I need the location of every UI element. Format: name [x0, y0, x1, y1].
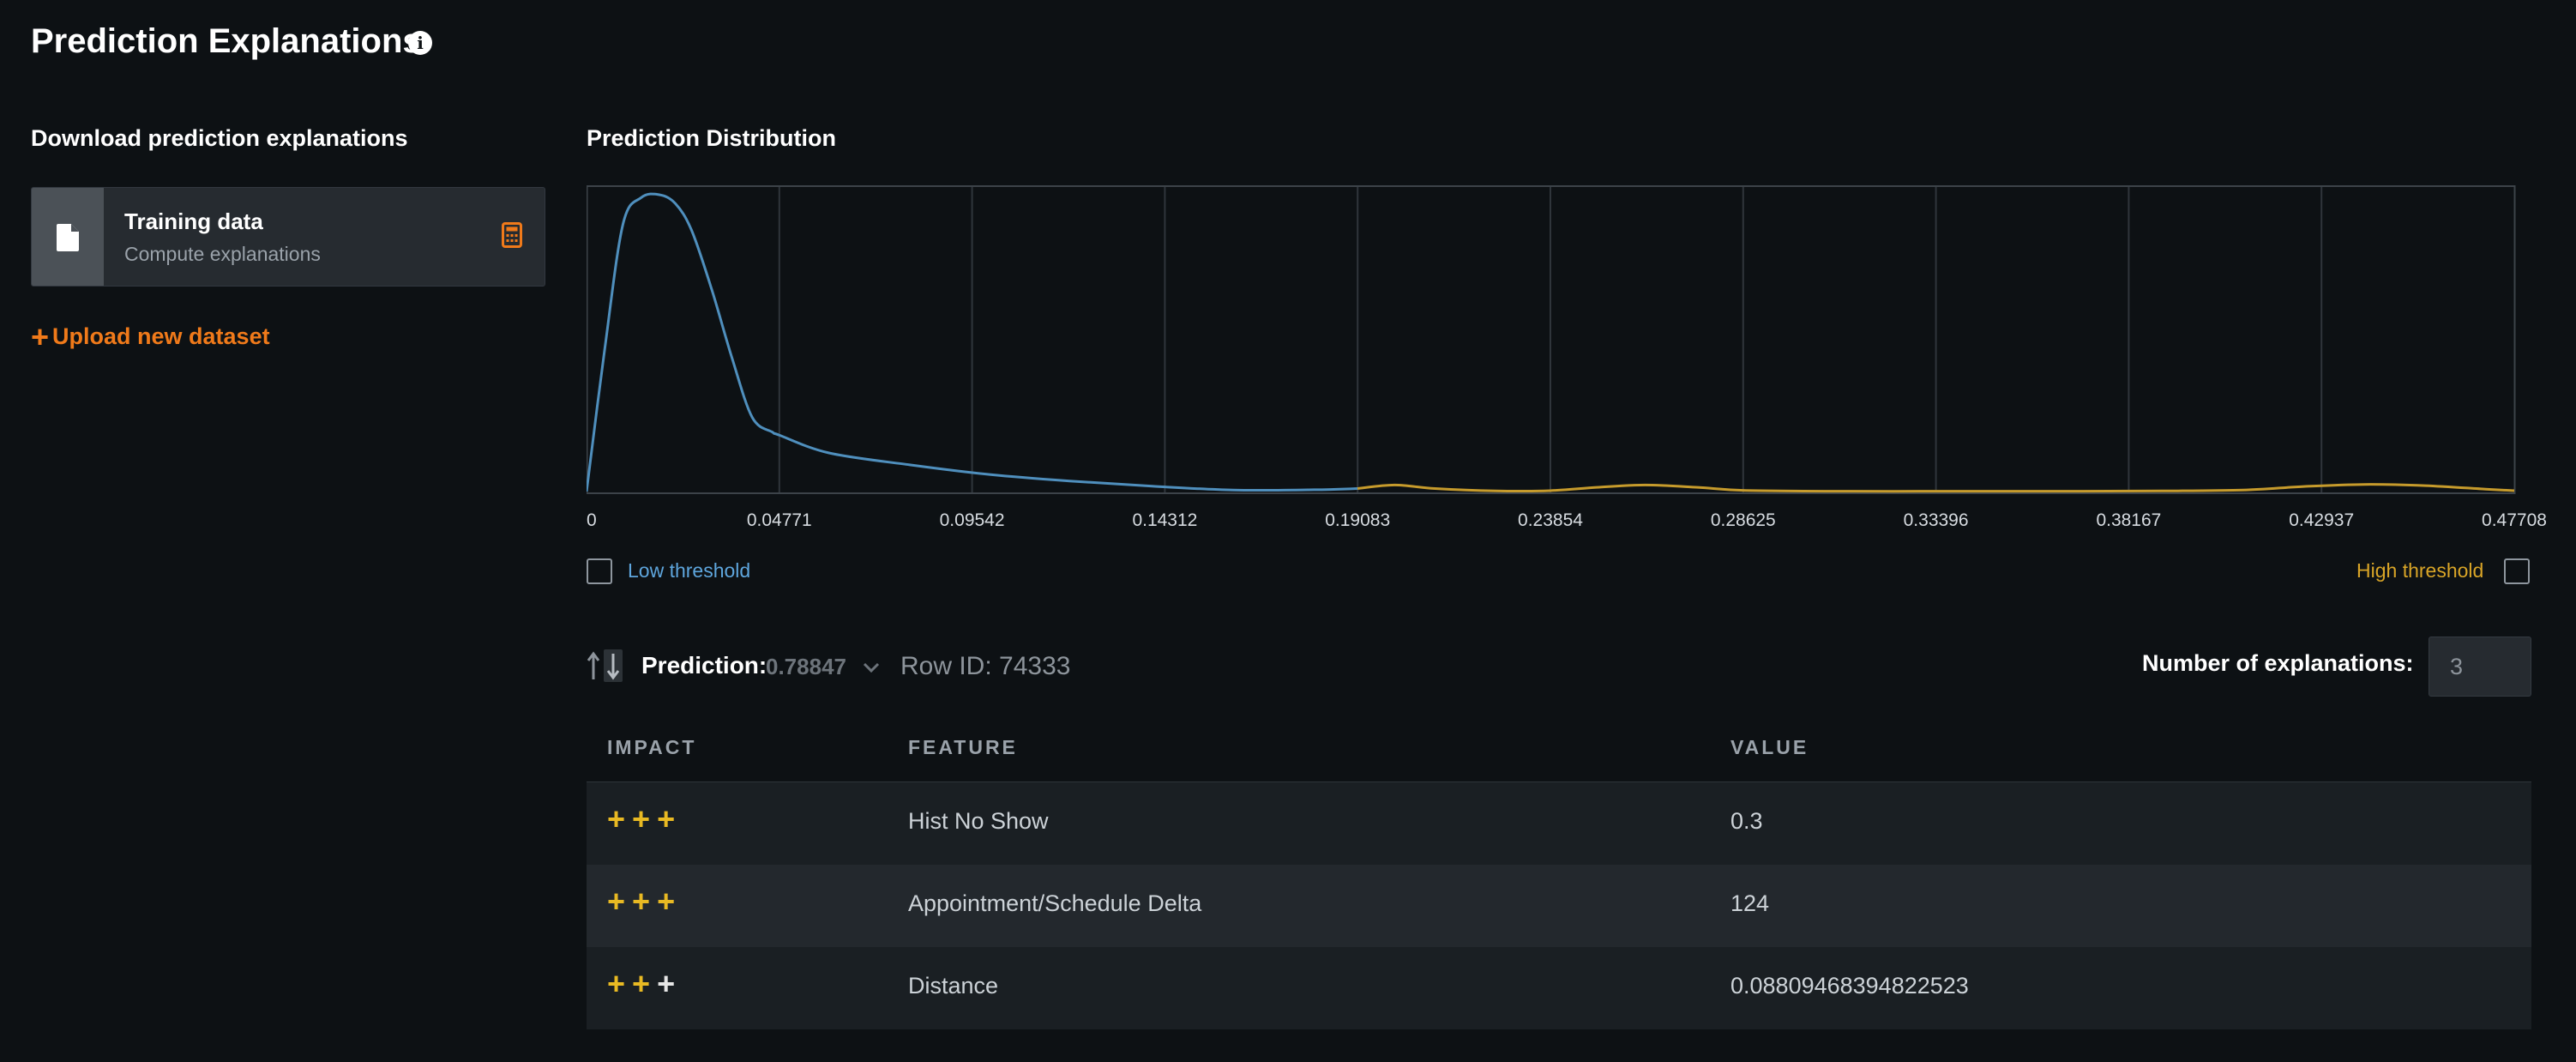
- row-id: Row ID: 74333: [900, 652, 1071, 680]
- impact-indicator: +++: [607, 884, 682, 920]
- high-threshold-checkbox[interactable]: [2504, 558, 2530, 584]
- impact-plus: +: [632, 801, 658, 836]
- x-tick-label: 0.19083: [1325, 510, 1390, 530]
- x-tick-label: 0.04771: [747, 510, 812, 530]
- x-tick-label: 0.09542: [940, 510, 1005, 530]
- plus-icon: +: [31, 319, 50, 354]
- dataset-card-training-data[interactable]: Training data Compute explanations: [31, 187, 545, 287]
- low-threshold-checkbox[interactable]: [587, 558, 612, 584]
- x-tick-label: 0: [587, 510, 597, 530]
- x-tick-label: 0.38167: [2096, 510, 2161, 530]
- explanations-table: IMPACT FEATURE VALUE +++ Hist No Show 0.…: [587, 719, 2531, 1029]
- feature-value: 0.3: [1730, 808, 1763, 834]
- feature-name: Distance: [908, 973, 999, 999]
- column-header-impact[interactable]: IMPACT: [607, 736, 697, 758]
- feature-name: Hist No Show: [908, 808, 1049, 834]
- chart-frame: [587, 185, 2516, 494]
- prediction-distribution-chart[interactable]: 0 0.04771 0.09542 0.14312 0.19083 0.23854 0.28…: [587, 185, 2559, 537]
- impact-plus-neutral: +: [657, 966, 683, 1001]
- upload-new-dataset-link[interactable]: + Upload new dataset: [31, 319, 270, 355]
- impact-indicator: +++: [607, 801, 682, 837]
- high-threshold-label[interactable]: High threshold: [2356, 559, 2484, 582]
- table-row[interactable]: +++ Distance 0.08809468394822523: [587, 947, 2531, 1029]
- number-of-explanations-label: Number of explanations:: [2142, 650, 2414, 676]
- impact-plus: +: [632, 884, 658, 919]
- table-row[interactable]: +++ Appointment/Schedule Delta 124: [587, 865, 2531, 947]
- dataset-name: Training data: [124, 208, 263, 234]
- info-icon[interactable]: i: [408, 31, 432, 55]
- x-tick-label: 0.47708: [2482, 510, 2547, 530]
- column-header-value[interactable]: VALUE: [1730, 736, 1809, 758]
- distribution-series-line: [1357, 483, 2515, 493]
- impact-indicator: +++: [607, 966, 682, 1002]
- impact-plus: +: [607, 801, 633, 836]
- x-tick-label: 0.33396: [1904, 510, 1969, 530]
- impact-plus: +: [607, 966, 633, 1001]
- column-header-feature[interactable]: FEATURE: [908, 736, 1018, 758]
- impact-plus: +: [657, 801, 683, 836]
- x-tick-label: 0.28625: [1711, 510, 1776, 530]
- file-icon: [57, 224, 79, 251]
- download-section-title: Download prediction explanations: [31, 125, 408, 151]
- chevron-down-icon[interactable]: [863, 662, 880, 674]
- low-threshold-label[interactable]: Low threshold: [628, 559, 751, 582]
- dataset-subtitle: Compute explanations: [124, 243, 321, 265]
- prediction-label: Prediction:: [641, 652, 767, 679]
- file-icon-box: [32, 188, 104, 286]
- prediction-value-select[interactable]: 0.78847: [766, 654, 846, 679]
- impact-plus: +: [632, 966, 658, 1001]
- x-tick-label: 0.14312: [1132, 510, 1197, 530]
- feature-value: 124: [1730, 890, 1770, 916]
- impact-plus: +: [657, 884, 683, 919]
- distribution-title: Prediction Distribution: [587, 125, 837, 151]
- page-title: Prediction Explanations: [31, 22, 422, 60]
- number-of-explanations-input[interactable]: [2429, 637, 2531, 697]
- calculator-icon[interactable]: [502, 222, 522, 248]
- table-row[interactable]: +++ Hist No Show 0.3: [587, 782, 2531, 865]
- feature-name: Appointment/Schedule Delta: [908, 890, 1202, 916]
- x-tick-label: 0.42937: [2289, 510, 2354, 530]
- upload-label: Upload new dataset: [52, 323, 270, 349]
- table-header: IMPACT FEATURE VALUE: [587, 719, 2531, 782]
- impact-plus: +: [607, 884, 633, 919]
- distribution-series-line: [587, 192, 1358, 492]
- feature-value: 0.08809468394822523: [1730, 973, 1969, 999]
- x-tick-label: 0.23854: [1518, 510, 1583, 530]
- sort-icon[interactable]: [587, 649, 624, 683]
